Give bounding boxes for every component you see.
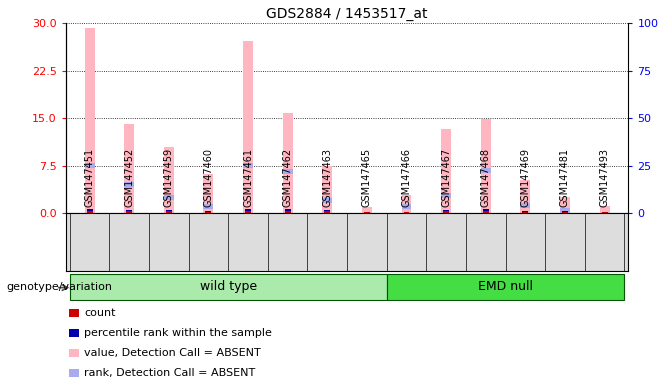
Bar bbox=[560, 197, 570, 213]
Bar bbox=[243, 41, 253, 213]
Bar bbox=[443, 210, 449, 211]
Bar bbox=[520, 180, 530, 213]
FancyBboxPatch shape bbox=[387, 274, 624, 300]
Bar bbox=[481, 119, 491, 213]
Bar bbox=[245, 210, 251, 213]
Bar bbox=[481, 167, 491, 172]
FancyBboxPatch shape bbox=[70, 274, 387, 300]
Bar bbox=[403, 212, 409, 213]
Bar bbox=[166, 211, 172, 213]
Bar bbox=[522, 212, 528, 213]
Bar bbox=[324, 211, 330, 213]
Bar bbox=[124, 124, 134, 213]
Text: EMD null: EMD null bbox=[478, 280, 533, 293]
Bar bbox=[522, 211, 528, 212]
Bar bbox=[442, 193, 451, 198]
Bar bbox=[601, 212, 607, 213]
Bar bbox=[443, 211, 449, 213]
Bar bbox=[164, 195, 174, 200]
Text: genotype/variation: genotype/variation bbox=[7, 282, 113, 292]
Text: wild type: wild type bbox=[199, 280, 257, 293]
Text: rank, Detection Call = ABSENT: rank, Detection Call = ABSENT bbox=[84, 368, 255, 378]
Bar bbox=[164, 147, 174, 213]
Bar bbox=[562, 212, 568, 213]
Title: GDS2884 / 1453517_at: GDS2884 / 1453517_at bbox=[266, 7, 428, 21]
Bar bbox=[205, 211, 211, 212]
Bar bbox=[203, 204, 213, 209]
Bar bbox=[285, 210, 291, 213]
Bar bbox=[362, 207, 372, 213]
Bar bbox=[283, 113, 293, 213]
Bar bbox=[442, 129, 451, 213]
Bar bbox=[562, 211, 568, 212]
Bar bbox=[283, 169, 293, 174]
Bar bbox=[401, 195, 411, 213]
Bar bbox=[520, 203, 530, 208]
Bar bbox=[483, 210, 489, 213]
Text: value, Detection Call = ABSENT: value, Detection Call = ABSENT bbox=[84, 348, 261, 358]
Bar bbox=[483, 209, 489, 210]
Bar bbox=[364, 212, 370, 213]
Bar bbox=[245, 209, 251, 210]
Bar bbox=[166, 210, 172, 211]
Bar bbox=[87, 210, 93, 213]
Bar bbox=[599, 206, 609, 213]
Bar bbox=[203, 174, 213, 213]
Bar bbox=[322, 166, 332, 213]
Bar bbox=[560, 208, 570, 213]
Bar bbox=[205, 212, 211, 213]
Bar bbox=[322, 198, 332, 203]
Bar bbox=[126, 210, 132, 211]
Bar bbox=[285, 209, 291, 210]
Bar bbox=[87, 209, 93, 210]
Bar bbox=[126, 211, 132, 213]
Bar bbox=[243, 163, 253, 168]
Bar bbox=[324, 210, 330, 211]
Bar bbox=[124, 182, 134, 187]
Bar bbox=[85, 163, 95, 168]
Text: count: count bbox=[84, 308, 116, 318]
Text: percentile rank within the sample: percentile rank within the sample bbox=[84, 328, 272, 338]
Bar bbox=[85, 28, 95, 213]
Bar bbox=[401, 204, 411, 209]
